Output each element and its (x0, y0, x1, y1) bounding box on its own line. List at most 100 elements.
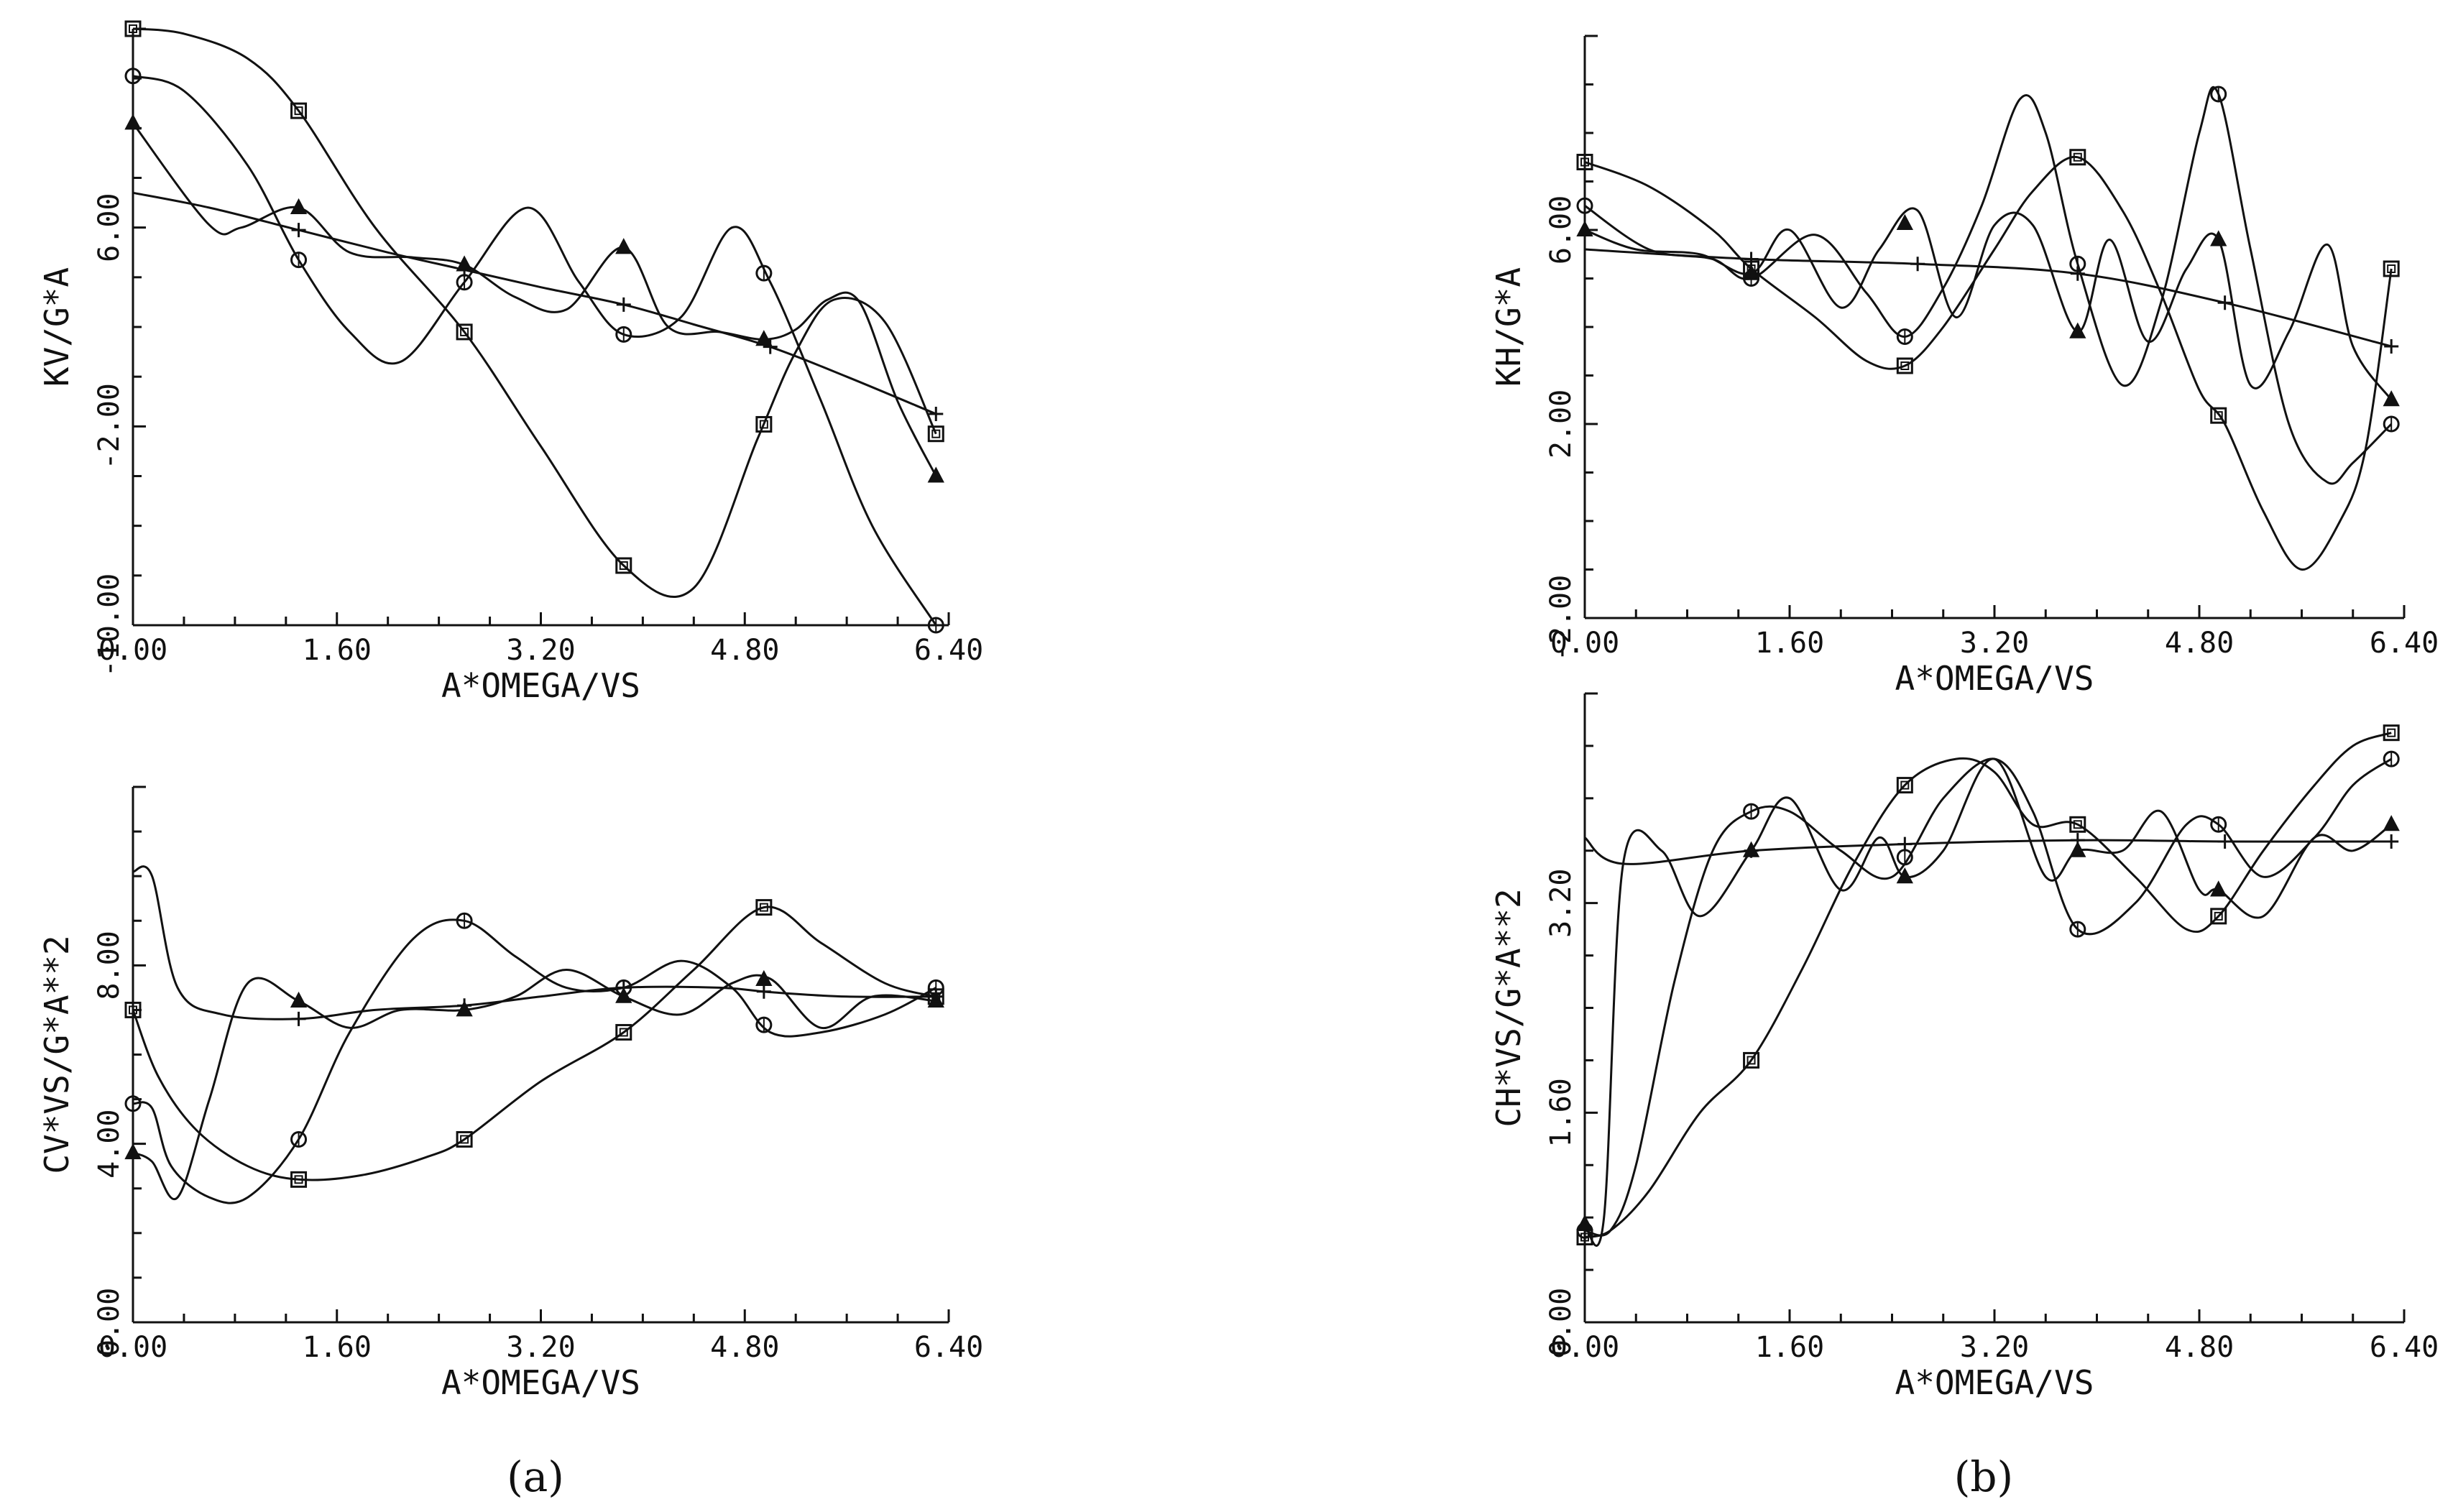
kh-series-line-square (1584, 155, 2393, 571)
cv-marker-square (755, 899, 773, 916)
kv-marker-square-inner (294, 106, 303, 116)
cv-series-circle (124, 912, 944, 1204)
kh-series-line-circle (1584, 86, 2393, 485)
ch-series-plus (1583, 833, 2399, 865)
kv-series-triangle (124, 114, 944, 483)
kv-series-line-plus (132, 191, 936, 415)
kh-series-square (1576, 149, 2400, 571)
kv-marker-triangle (290, 198, 308, 214)
kv-x-tick-label: 6.40 (914, 634, 983, 667)
cv-marker-plus (756, 984, 771, 999)
kh-y-tick-label: 2.00 (1545, 389, 1578, 458)
kh-y-tick-label: 6.00 (1545, 195, 1578, 264)
kv-marker-square-inner (129, 24, 137, 33)
ch-marker-plus (2217, 834, 2232, 849)
ch-marker-square-inner (2073, 820, 2082, 829)
ch-marker-square-inner (2387, 728, 2396, 737)
kv-series-line-square (132, 27, 937, 598)
kh-marker-triangle (2210, 230, 2227, 246)
kh-marker-square (2210, 407, 2227, 424)
ch-x-tick-label: 0.00 (1550, 1331, 1619, 1364)
kv-marker-plus (616, 297, 631, 312)
ch-y-tick-label: 3.20 (1545, 869, 1578, 938)
kh-x-axis-title: A*OMEGA/VS (1895, 659, 2094, 698)
ch-marker-triangle (1742, 841, 1760, 857)
cv-series-line-triangle (132, 969, 936, 1201)
kv-marker-square (755, 415, 773, 433)
kh-marker-triangle (1576, 220, 1593, 236)
ch-series-circle (1576, 750, 2400, 1239)
cv-marker-triangle (290, 991, 308, 1008)
kh-marker-plus (1910, 257, 1925, 272)
chart-cv: 0.00 1.60 3.20 4.80 6.40 0.00 4.00 8.00 A*OMEGA/… (37, 785, 983, 1402)
chart-kv: 0.00 1.60 3.20 4.80 6.40 -10.00 -2.00 6.00 A*OME… (37, 20, 983, 705)
kv-marker-square-inner (759, 420, 768, 429)
kh-x-tick-label: 6.40 (2370, 627, 2439, 660)
cv-y-tick-label: 8.00 (93, 931, 126, 1000)
kv-marker-square (124, 20, 142, 37)
cv-marker-square (290, 1171, 308, 1188)
cv-marker-square-inner (129, 1005, 137, 1015)
ch-series-line-circle (1584, 757, 2393, 1237)
ch-x-axis-title: A*OMEGA/VS (1895, 1363, 2094, 1402)
caption-a: (a) (507, 1452, 564, 1501)
kh-y-axis-title: KH/G*A (1489, 267, 1528, 387)
kv-y-axis-title: KV/G*A (37, 267, 76, 387)
cv-marker-triangle (124, 1143, 142, 1160)
kv-series-plus (132, 191, 944, 422)
ch-marker-square-inner (1900, 780, 1910, 790)
cv-x-axis-title: A*OMEGA/VS (441, 1363, 640, 1402)
kh-marker-triangle (2069, 322, 2086, 338)
cv-marker-square (456, 1130, 473, 1148)
ch-marker-square-inner (1746, 1056, 1756, 1065)
ch-marker-square (2069, 816, 2086, 833)
cv-series-line-circle (132, 918, 936, 1204)
kh-x-tick-label: 1.60 (1755, 627, 1824, 660)
kh-marker-square-inner (2073, 152, 2082, 162)
kh-marker-square-inner (1746, 264, 1756, 273)
ch-series-line-square (1584, 732, 2392, 1238)
ch-x-tick-label: 4.80 (2165, 1331, 2234, 1364)
kh-series-line-triangle (1584, 207, 2393, 401)
kv-x-tick-label: 4.80 (710, 634, 779, 667)
kv-series-line-triangle (132, 122, 937, 477)
kh-x-tick-label: 3.20 (1960, 627, 2029, 660)
kv-marker-square-inner (931, 429, 941, 438)
cv-series-square (124, 899, 944, 1188)
ch-series-triangle (1576, 757, 2400, 1247)
kh-marker-square-inner (1900, 361, 1910, 370)
kv-x-tick-label: 0.00 (98, 634, 167, 667)
kh-marker-square (1896, 357, 1913, 374)
cv-marker-square-inner (294, 1175, 303, 1184)
ch-y-axis-title: CH*VS/G*A**2 (1489, 888, 1528, 1127)
ch-marker-square (1743, 1051, 1760, 1069)
kv-marker-plus (929, 407, 944, 422)
cv-x-tick-label: 4.80 (710, 1331, 779, 1364)
cv-x-tick-label: 6.40 (914, 1331, 983, 1364)
ch-marker-plus (1897, 836, 1913, 852)
kv-marker-triangle (755, 330, 773, 346)
kh-marker-square (2383, 260, 2400, 277)
ch-marker-square-inner (2214, 911, 2223, 921)
cv-marker-square-inner (931, 992, 941, 1001)
kh-marker-plus (2217, 295, 2232, 310)
kh-marker-triangle (1896, 213, 1913, 230)
kh-x-tick-label: 0.00 (1550, 627, 1619, 660)
kv-y-tick-label: -2.00 (93, 383, 126, 469)
ch-marker-triangle (2069, 841, 2086, 857)
ch-marker-square (1896, 777, 1913, 794)
cv-marker-square (927, 988, 944, 1005)
kh-marker-square-inner (2214, 411, 2223, 420)
cv-y-tick-label: 4.00 (93, 1110, 126, 1179)
kh-marker-triangle (2383, 390, 2400, 407)
kv-x-tick-label: 1.60 (303, 634, 372, 667)
kh-marker-square-inner (2387, 264, 2396, 273)
cv-y-axis-title: CV*VS/G*A**2 (37, 935, 76, 1174)
cv-marker-square-inner (619, 1028, 628, 1037)
kv-marker-triangle (456, 255, 473, 272)
kv-y-tick-label: 6.00 (93, 193, 126, 262)
ch-y-tick-label: 1.60 (1545, 1078, 1578, 1147)
kv-series-circle (124, 68, 944, 634)
ch-marker-square (1576, 1229, 1593, 1246)
